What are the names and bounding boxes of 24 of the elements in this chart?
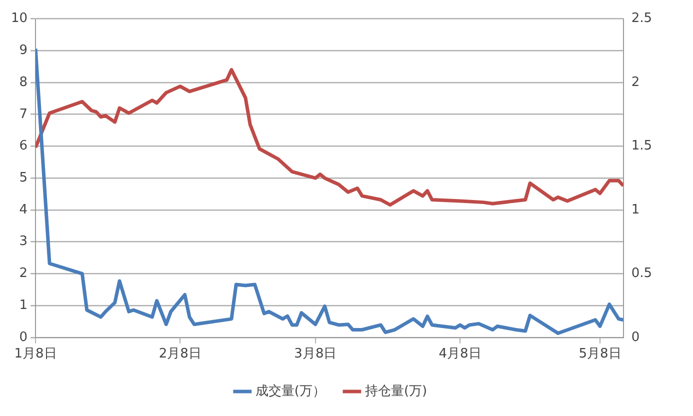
y-tick-label: 10: [10, 11, 28, 26]
x-tick-label: 1月8日: [14, 346, 57, 362]
y2-tick-label: 0: [631, 330, 640, 345]
y-tick-label: 0: [19, 330, 28, 345]
y2-tick-label: 0.5: [631, 266, 652, 282]
y-tick-label: 9: [19, 43, 28, 58]
y2-tick-label: 1.5: [631, 138, 652, 154]
y-tick-label: 8: [19, 74, 28, 90]
legend-label: 持仓量(万): [364, 384, 428, 399]
x-tick-label: 3月8日: [294, 346, 337, 362]
x-tick-label: 5月8日: [578, 346, 622, 362]
x-tick-label: 4月8日: [438, 346, 482, 362]
y2-tick-label: 2.5: [631, 11, 652, 26]
y-tick-label: 7: [19, 106, 28, 122]
y-tick-label: 6: [19, 138, 28, 154]
y2-tick-label: 1: [631, 202, 640, 218]
x-tick-label: 2月8日: [158, 346, 202, 362]
y2-tick-label: 2: [631, 74, 640, 90]
y-tick-label: 2: [19, 266, 28, 282]
y-tick-label: 4: [19, 202, 28, 218]
legend-label: 成交量(万）: [255, 382, 326, 399]
y-tick-label: 3: [19, 234, 28, 250]
y-tick-label: 1: [19, 298, 28, 313]
y-tick-label: 5: [19, 170, 28, 186]
